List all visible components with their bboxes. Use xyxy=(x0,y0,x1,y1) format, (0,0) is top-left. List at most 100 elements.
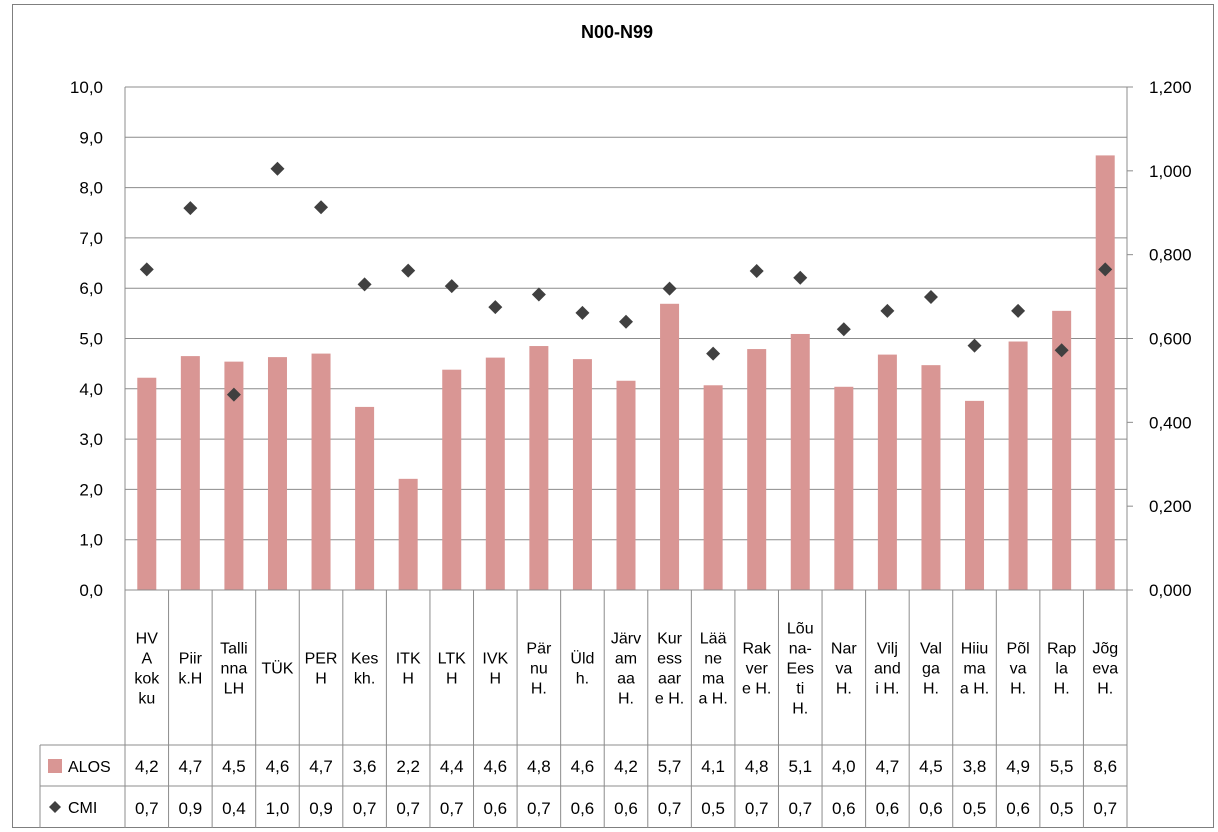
alos-table-value: 8,6 xyxy=(1093,757,1117,776)
category-label: ma xyxy=(702,671,724,688)
cmi-table-value: 0,7 xyxy=(135,799,159,818)
bar xyxy=(267,357,287,590)
category-label: ITK xyxy=(396,651,421,668)
alos-table-value: 3,8 xyxy=(963,757,987,776)
category-label: ne xyxy=(704,651,722,668)
category-label: ma xyxy=(963,661,985,678)
y-left-tick-label: 10,0 xyxy=(70,78,103,97)
cmi-marker xyxy=(139,262,154,277)
alos-table-value: 4,7 xyxy=(309,757,333,776)
category-label: Rap xyxy=(1047,641,1076,658)
category-label: i H. xyxy=(875,681,899,698)
bar xyxy=(877,354,897,590)
bar xyxy=(834,386,854,590)
alos-table-value: 4,6 xyxy=(483,757,507,776)
category-label: H. xyxy=(1097,681,1113,698)
category-label: TÜK xyxy=(261,660,293,678)
category-label: va xyxy=(835,661,852,678)
cmi-marker xyxy=(836,322,851,337)
category-label: e H. xyxy=(742,681,771,698)
category-label: Vilj xyxy=(877,641,898,658)
category-label: ti xyxy=(796,681,804,698)
cmi-table-value: 0,7 xyxy=(527,799,551,818)
bar xyxy=(180,356,200,590)
category-label: Pär xyxy=(526,641,552,658)
cmi-table-value: 0,7 xyxy=(745,799,769,818)
bar xyxy=(137,377,157,590)
category-label: Hiiu xyxy=(961,641,989,658)
category-label: ku xyxy=(138,691,155,708)
cmi-table-value: 0,7 xyxy=(440,799,464,818)
y-right-tick-label: 0,600 xyxy=(1149,330,1192,349)
cmi-table-value: 0,7 xyxy=(788,799,812,818)
bar xyxy=(224,361,244,590)
y-right-tick-label: 0,800 xyxy=(1149,246,1192,265)
cmi-marker xyxy=(967,338,982,353)
cmi-marker xyxy=(531,287,546,302)
category-label: ver xyxy=(746,661,769,678)
category-label: la xyxy=(1055,661,1068,678)
category-label: H. xyxy=(1054,681,1070,698)
category-label: PER xyxy=(305,651,338,668)
bar xyxy=(616,380,636,590)
category-label: H. xyxy=(1010,681,1026,698)
category-label: IVK xyxy=(482,651,508,668)
category-label: Val xyxy=(920,641,942,658)
alos-table-value: 4,9 xyxy=(1006,757,1030,776)
alos-table-value: 4,0 xyxy=(832,757,856,776)
y-left-tick-label: 1,0 xyxy=(79,531,103,550)
alos-table-value: 4,5 xyxy=(222,757,246,776)
category-label: kh. xyxy=(354,671,375,688)
category-label: ess xyxy=(657,651,682,668)
cmi-table-value: 0,9 xyxy=(309,799,333,818)
category-label: ga xyxy=(922,661,940,678)
cmi-table-value: 0,6 xyxy=(483,799,507,818)
bar xyxy=(529,346,549,590)
cmi-marker xyxy=(488,300,503,315)
category-label: k.H xyxy=(178,671,202,688)
category-label: Lää xyxy=(700,631,727,648)
alos-table-value: 4,2 xyxy=(135,757,159,776)
category-label: kok xyxy=(134,671,160,688)
cmi-marker xyxy=(270,161,285,176)
cmi-marker xyxy=(226,387,241,402)
alos-table-value: 4,5 xyxy=(919,757,943,776)
category-label: A xyxy=(141,651,152,668)
alos-table-value: 4,6 xyxy=(266,757,290,776)
bar xyxy=(1052,310,1072,590)
cmi-table-value: 0,5 xyxy=(1050,799,1074,818)
y-left-tick-label: 4,0 xyxy=(79,380,103,399)
bar xyxy=(747,349,767,590)
cmi-table-value: 0,6 xyxy=(571,799,595,818)
category-label: H. xyxy=(923,681,939,698)
category-label: H. xyxy=(618,691,634,708)
y-left-tick-label: 0,0 xyxy=(79,581,103,600)
bar xyxy=(1008,341,1028,590)
category-label: Rak xyxy=(742,641,771,658)
bar xyxy=(703,385,723,590)
alos-table-value: 4,6 xyxy=(571,757,595,776)
category-label: Järv xyxy=(611,631,641,648)
y-left-tick-label: 8,0 xyxy=(79,179,103,198)
category-label: e H. xyxy=(655,691,684,708)
y-right-tick-label: 0,400 xyxy=(1149,413,1192,432)
category-label: H. xyxy=(531,681,547,698)
category-label: Jõg xyxy=(1092,641,1118,658)
cmi-table-value: 0,6 xyxy=(919,799,943,818)
y-left-tick-label: 5,0 xyxy=(79,330,103,349)
cmi-marker xyxy=(923,290,938,305)
category-label: H xyxy=(446,671,458,688)
y-left-tick-label: 3,0 xyxy=(79,430,103,449)
category-label: nu xyxy=(530,661,548,678)
cmi-table-value: 0,6 xyxy=(876,799,900,818)
alos-table-value: 4,7 xyxy=(876,757,900,776)
cmi-marker xyxy=(749,264,764,279)
category-label: LH xyxy=(224,681,244,698)
y-left-tick-label: 7,0 xyxy=(79,229,103,248)
category-label: na- xyxy=(789,641,812,658)
cmi-table-value: 0,6 xyxy=(1006,799,1030,818)
bar xyxy=(442,369,462,590)
bar xyxy=(790,333,810,590)
bar xyxy=(965,400,985,590)
